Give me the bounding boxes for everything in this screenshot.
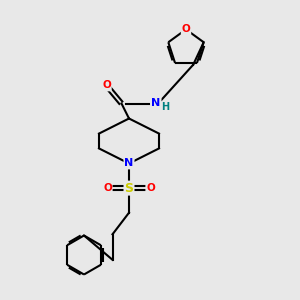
Text: O: O	[103, 183, 112, 193]
Text: N: N	[124, 158, 134, 169]
Text: O: O	[102, 80, 111, 91]
Text: N: N	[152, 98, 160, 109]
Text: O: O	[182, 24, 190, 34]
Text: O: O	[146, 183, 155, 193]
Text: S: S	[124, 182, 134, 195]
Text: H: H	[161, 102, 170, 112]
